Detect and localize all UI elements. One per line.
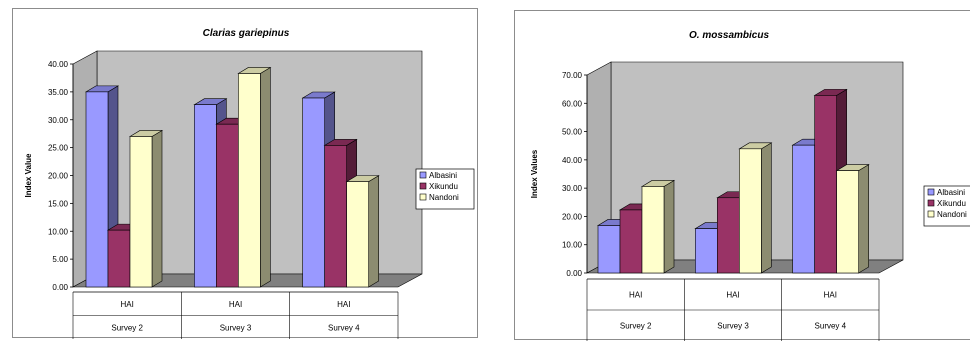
legend-label: Albasini (429, 171, 457, 180)
bar-side (761, 142, 772, 274)
chart-canvas: O. mossambicus 0.00 10.00 20.00 30.00 40.00 50… (530, 30, 970, 341)
legend-label: Xikundu (937, 199, 966, 208)
chart-o-mossambicus: O. mossambicus 0.00 10.00 20.00 30.00 40.00 50… (514, 10, 970, 341)
bar (302, 97, 325, 288)
bar (129, 136, 153, 288)
y-tick-label: 35.00 (48, 88, 69, 97)
group-label: Survey 3 (220, 323, 252, 332)
chart-title: O. mossambicus (689, 30, 769, 41)
y-axis-title: Index Value (24, 153, 33, 198)
group-label: Survey 2 (620, 322, 652, 331)
legend-label: Nandoni (429, 193, 459, 202)
legend-swatch (419, 171, 427, 179)
y-axis-title: Index Values (530, 149, 539, 198)
bar (814, 95, 837, 274)
bar-side (151, 129, 163, 288)
bar (194, 104, 217, 288)
y-tick-label: 30.00 (48, 116, 69, 125)
legend-swatch (927, 210, 935, 218)
legend-swatch (419, 182, 427, 190)
bar (85, 91, 109, 288)
legend-swatch (419, 193, 427, 201)
y-tick-label: 30.00 (562, 184, 583, 193)
bar (107, 229, 131, 288)
legend-label: Albasini (937, 188, 965, 197)
bar-side (260, 66, 271, 288)
chart-title: Clarias gariepinus (203, 28, 290, 39)
legend-label: Xikundu (429, 182, 458, 191)
bar (597, 225, 621, 274)
bar (717, 197, 740, 274)
bar-side (368, 175, 379, 288)
y-tick-label: 50.00 (562, 128, 583, 137)
bar (739, 148, 762, 274)
category-label: HAI (726, 291, 739, 300)
category-label: HAI (120, 300, 133, 309)
chart-clarias-gariepinus: Clarias gariepinus 0.00 5.00 10.00 15.00 20.0… (12, 8, 478, 339)
group-label: Survey 2 (111, 323, 143, 332)
bar (641, 186, 665, 274)
category-label: HAI (337, 300, 350, 309)
group-label: Survey 4 (328, 323, 360, 332)
y-tick-label: 0.00 (52, 283, 68, 292)
y-tick-label: 0.00 (566, 269, 582, 278)
y-tick-label: 20.00 (562, 212, 583, 221)
bar (792, 144, 815, 274)
bar (346, 181, 369, 288)
bar (216, 123, 239, 288)
y-tick-label: 10.00 (48, 227, 69, 236)
group-label: Survey 3 (717, 322, 749, 331)
category-label: HAI (629, 291, 642, 300)
legend-swatch (927, 199, 935, 207)
bar-side (858, 164, 869, 274)
bar (695, 228, 718, 274)
y-tick-label: 15.00 (48, 199, 69, 208)
group-label: Survey 4 (815, 322, 847, 331)
y-tick-label: 5.00 (52, 255, 68, 264)
y-tick-label: 70.00 (562, 71, 583, 80)
bar (619, 209, 643, 274)
bar (324, 145, 347, 288)
category-label: HAI (824, 291, 837, 300)
bar-side (663, 179, 675, 274)
bar (836, 170, 859, 274)
y-tick-label: 60.00 (562, 99, 583, 108)
category-label: HAI (229, 300, 242, 309)
legend-swatch (927, 188, 935, 196)
y-tick-label: 20.00 (48, 172, 69, 181)
legend-label: Nandoni (937, 210, 967, 219)
y-tick-label: 40.00 (48, 60, 69, 69)
chart-canvas: Clarias gariepinus 0.00 5.00 10.00 15.00 20.0… (24, 28, 475, 339)
y-tick-label: 10.00 (562, 241, 583, 250)
bar (238, 73, 261, 288)
y-tick-label: 25.00 (48, 144, 69, 153)
y-tick-label: 40.00 (562, 156, 583, 165)
